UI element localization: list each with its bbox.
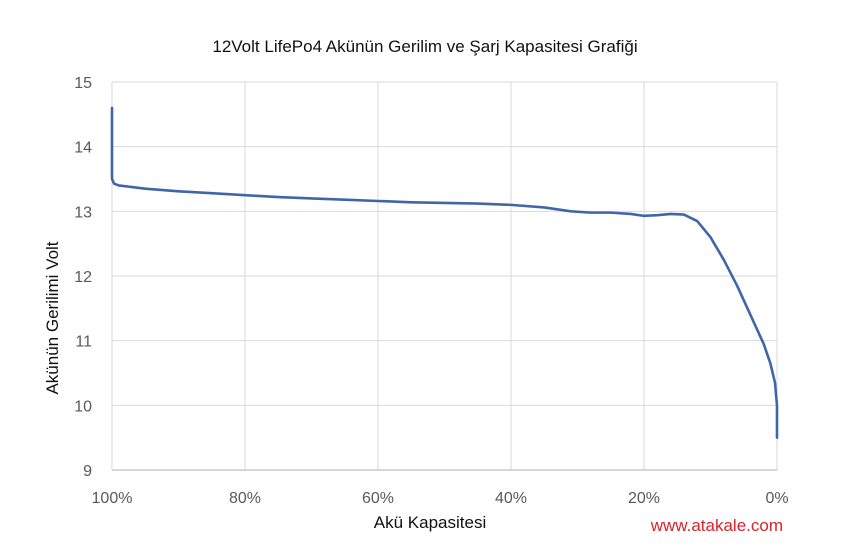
y-axis-label: Akünün Gerilimi Volt bbox=[43, 241, 62, 394]
x-axis-label: Akü Kapasitesi bbox=[374, 513, 486, 532]
x-tick-label: 20% bbox=[628, 490, 660, 507]
x-tick-label: 0% bbox=[765, 490, 788, 507]
x-tick-label: 40% bbox=[495, 490, 527, 507]
y-tick-label: 15 bbox=[74, 75, 92, 92]
y-tick-label: 13 bbox=[74, 204, 92, 221]
axes: 9 10 11 12 13 14 15 100% 80% 60% 40% 20% 0% bbox=[74, 75, 788, 507]
y-tick-label: 10 bbox=[74, 398, 92, 415]
y-tick-label: 11 bbox=[75, 334, 92, 351]
y-tick-label: 14 bbox=[74, 140, 92, 157]
watermark: www.atakale.com bbox=[650, 516, 783, 535]
grid bbox=[111, 81, 778, 470]
x-tick-label: 60% bbox=[362, 490, 394, 507]
x-tick-label: 100% bbox=[92, 490, 133, 507]
x-tick-label: 80% bbox=[229, 490, 261, 507]
chart-title: 12Volt LifePo4 Akünün Gerilim ve Şarj Ka… bbox=[212, 37, 637, 56]
series-group bbox=[110, 106, 779, 439]
y-tick-label: 12 bbox=[74, 269, 92, 286]
y-tick-label: 9 bbox=[83, 463, 92, 480]
voltage-line bbox=[110, 106, 779, 439]
